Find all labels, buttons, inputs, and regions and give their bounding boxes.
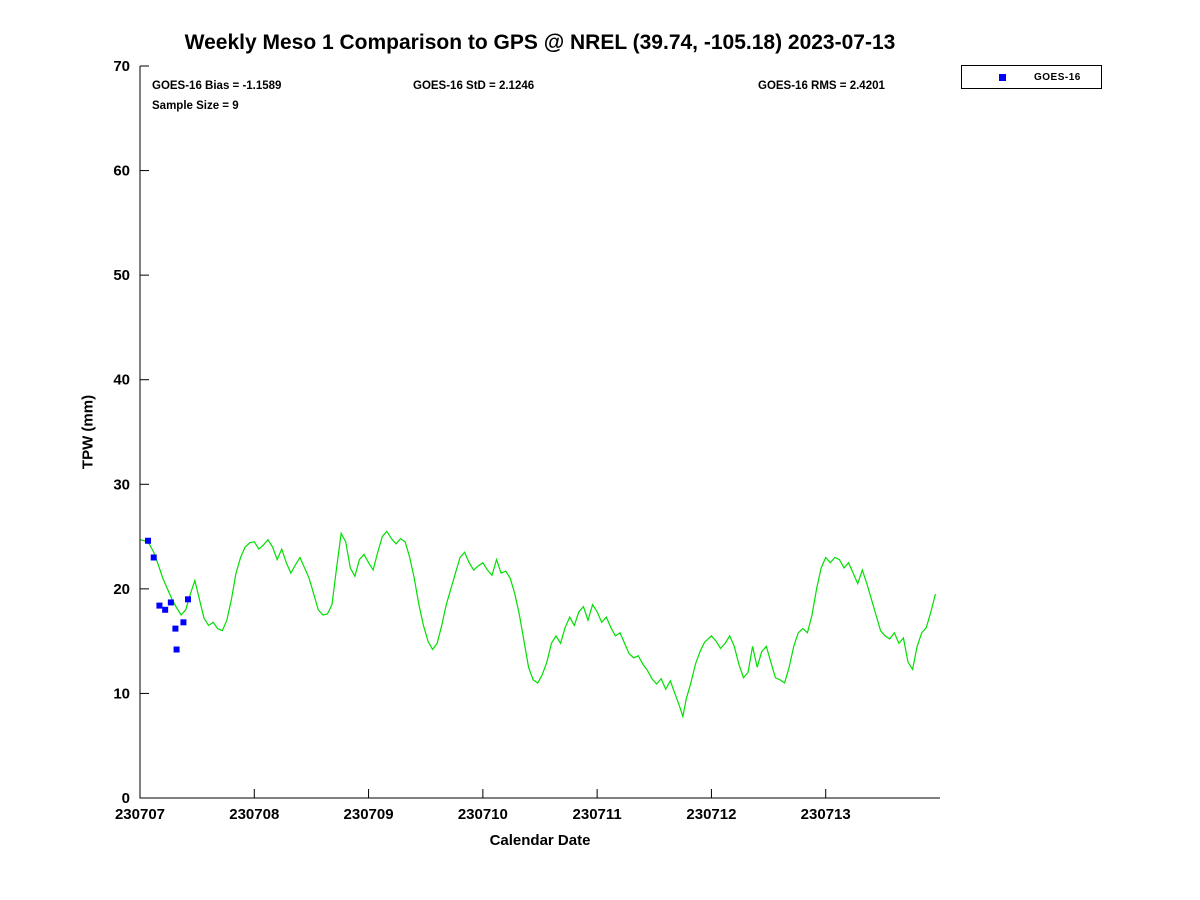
goes16-marker xyxy=(173,646,180,653)
goes16-marker xyxy=(167,599,174,606)
svg-text:50: 50 xyxy=(113,267,130,284)
svg-text:30: 30 xyxy=(113,476,130,493)
plot-series xyxy=(139,530,937,719)
goes16-marker xyxy=(185,596,191,603)
goes16-marker xyxy=(150,554,157,561)
svg-text:230708: 230708 xyxy=(229,806,279,823)
stat-bias: GOES-16 Bias = -1.1589 xyxy=(152,80,282,92)
svg-text:230713: 230713 xyxy=(801,806,851,823)
svg-text:10: 10 xyxy=(113,685,130,702)
axis-ticks: 0 10 20 30 40 50 60 70 230707 230708 230709 230710 2… xyxy=(113,58,850,823)
goes16-marker xyxy=(172,625,179,632)
svg-text:230707: 230707 xyxy=(115,806,165,823)
svg-text:230712: 230712 xyxy=(686,806,736,823)
x-axis-label: Calendar Date xyxy=(489,832,591,849)
stat-rms: GOES-16 RMS = 2.4201 xyxy=(758,80,885,92)
chart-title: Weekly Meso 1 Comparison to GPS @ NREL (… xyxy=(184,31,896,54)
svg-text:0: 0 xyxy=(122,790,130,807)
stat-std: GOES-16 StD = 2.1246 xyxy=(413,80,535,92)
legend-marker-square-icon xyxy=(999,73,1006,81)
svg-text:40: 40 xyxy=(113,372,130,389)
svg-text:230710: 230710 xyxy=(458,806,508,823)
stat-sample-size: Sample Size = 9 xyxy=(152,100,239,112)
svg-text:70: 70 xyxy=(113,58,130,75)
svg-text:20: 20 xyxy=(113,581,130,598)
svg-text:60: 60 xyxy=(113,163,130,180)
goes16-marker xyxy=(180,619,187,626)
goes16-marker xyxy=(162,606,169,613)
svg-text:230711: 230711 xyxy=(573,806,622,823)
legend-label: GOES-16 xyxy=(1034,71,1081,83)
gps-line xyxy=(139,530,937,719)
axes-lines xyxy=(139,66,940,799)
legend: GOES-16 xyxy=(961,65,1102,89)
goes16-marker xyxy=(156,602,163,609)
goes16-marker xyxy=(145,537,151,544)
svg-text:230709: 230709 xyxy=(344,806,394,823)
